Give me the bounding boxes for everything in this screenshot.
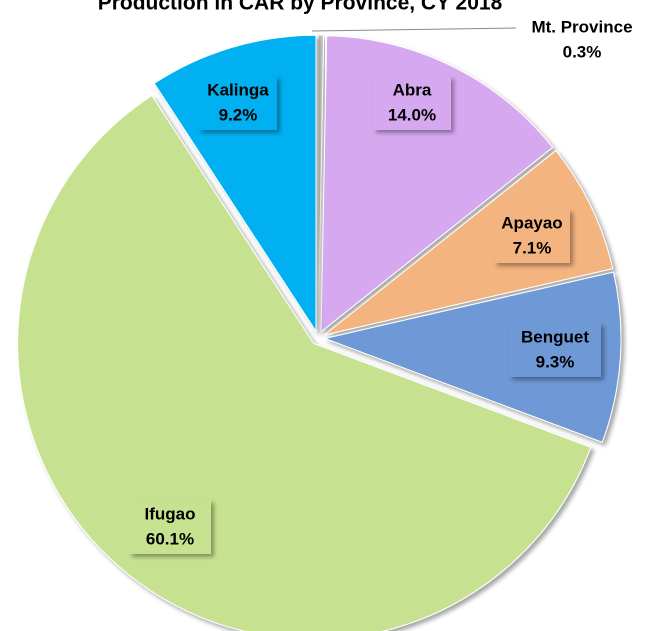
leader-line (311, 27, 517, 32)
label-name: Apayao (501, 213, 562, 232)
label-value: 14.0% (388, 105, 436, 124)
label-value: 0.3% (563, 42, 602, 61)
pie-slice (323, 271, 622, 443)
data-label: Kalinga 9.2% (199, 76, 277, 130)
data-label: Benguet 9.3% (509, 323, 601, 377)
data-label: Apayao 7.1% (494, 209, 570, 263)
label-name: Ifugao (145, 504, 196, 523)
label-box (494, 209, 570, 263)
label-name: Abra (393, 80, 432, 99)
label-value: 60.1% (146, 529, 194, 548)
label-name: Benguet (521, 327, 589, 346)
label-box (373, 76, 451, 130)
label-value: 9.3% (536, 352, 575, 371)
label-value: 9.2% (219, 105, 258, 124)
label-value: 7.1% (513, 238, 552, 257)
label-box (199, 76, 277, 130)
label-name: Mt. Province (531, 17, 632, 36)
label-box (517, 13, 647, 67)
label-box (509, 323, 601, 377)
pie-slice (17, 94, 592, 631)
data-label: Abra 14.0% (373, 76, 451, 130)
chart-title: Production in CAR by Province, CY 2018 (98, 0, 503, 15)
data-label: Mt. Province 0.3% (517, 13, 647, 67)
label-name: Kalinga (207, 80, 269, 99)
data-label: Ifugao 60.1% (129, 500, 211, 554)
label-box (129, 500, 211, 554)
pie-slice (317, 34, 325, 332)
pie-slice (323, 149, 614, 336)
